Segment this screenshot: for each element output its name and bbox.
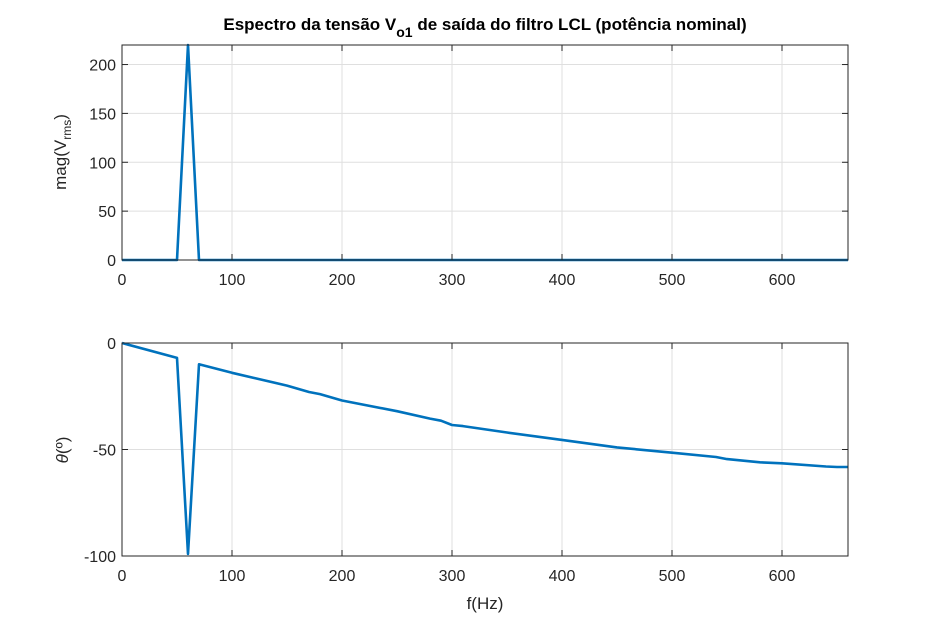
phase-panel: 0 100 200 300 400 500 600 -100 -50 0 θ(º) f(Hz) [53,336,849,613]
phase-y-tick-label: 0 [107,336,116,353]
magnitude-y-tick-label: 150 [89,106,116,123]
magnitude-x-tick-label: 300 [439,272,466,289]
magnitude-panel: 0 100 200 300 400 500 600 0 50 100 150 200 mag(Vrms… [51,43,849,289]
ylabel-phase-symbol: θ [53,453,72,463]
phase-series-line [121,341,848,556]
magnitude-x-tick-label: 600 [769,272,796,289]
magnitude-y-tick-label: 100 [89,155,116,172]
phase-y-tick-label: -50 [93,443,116,460]
magnitude-x-tick-label: 100 [219,272,246,289]
phase-x-tick-label: 400 [549,568,576,585]
phase-x-axis-label: f(Hz) [467,594,504,613]
magnitude-x-tick-label: 400 [549,272,576,289]
phase-x-tick-label: 100 [219,568,246,585]
magnitude-y-tick-label: 0 [107,253,116,270]
phase-x-tick-label: 600 [769,568,796,585]
ylabel-mag-main: mag(V [51,139,70,190]
magnitude-ticks: 0 100 200 300 400 500 600 0 50 100 150 200 [89,45,848,289]
magnitude-x-tick-label: 200 [329,272,356,289]
title-text-main: Espectro da tensão V [223,15,397,34]
ylabel-mag-end: ) [51,114,70,120]
ylabel-mag-sub: rms [60,120,74,140]
title-text-rest: de saída do filtro LCL (potência nominal… [413,15,747,34]
phase-y-tick-label: -100 [84,549,116,566]
title-subscript: o1 [396,24,413,40]
magnitude-y-axis-label: mag(Vrms) [51,114,74,190]
ylabel-phase-unit: (º) [53,437,72,455]
phase-x-tick-label: 0 [118,568,127,585]
magnitude-grid [121,45,848,261]
magnitude-y-tick-label: 50 [98,204,116,221]
figure-title: Espectro da tensão Vo1 de saída do filtr… [223,15,746,40]
magnitude-x-tick-label: 500 [659,272,686,289]
phase-x-tick-label: 200 [329,568,356,585]
magnitude-x-tick-label: 0 [118,272,127,289]
phase-x-tick-label: 500 [659,568,686,585]
magnitude-series-line [122,43,848,262]
phase-x-tick-label: 300 [439,568,466,585]
phase-grid [121,342,848,557]
magnitude-y-tick-label: 200 [89,58,116,75]
magnitude-axes-frame [121,44,849,261]
phase-y-axis-label: θ(º) [53,437,72,464]
phase-ticks: 0 100 200 300 400 500 600 -100 -50 0 [84,336,848,585]
